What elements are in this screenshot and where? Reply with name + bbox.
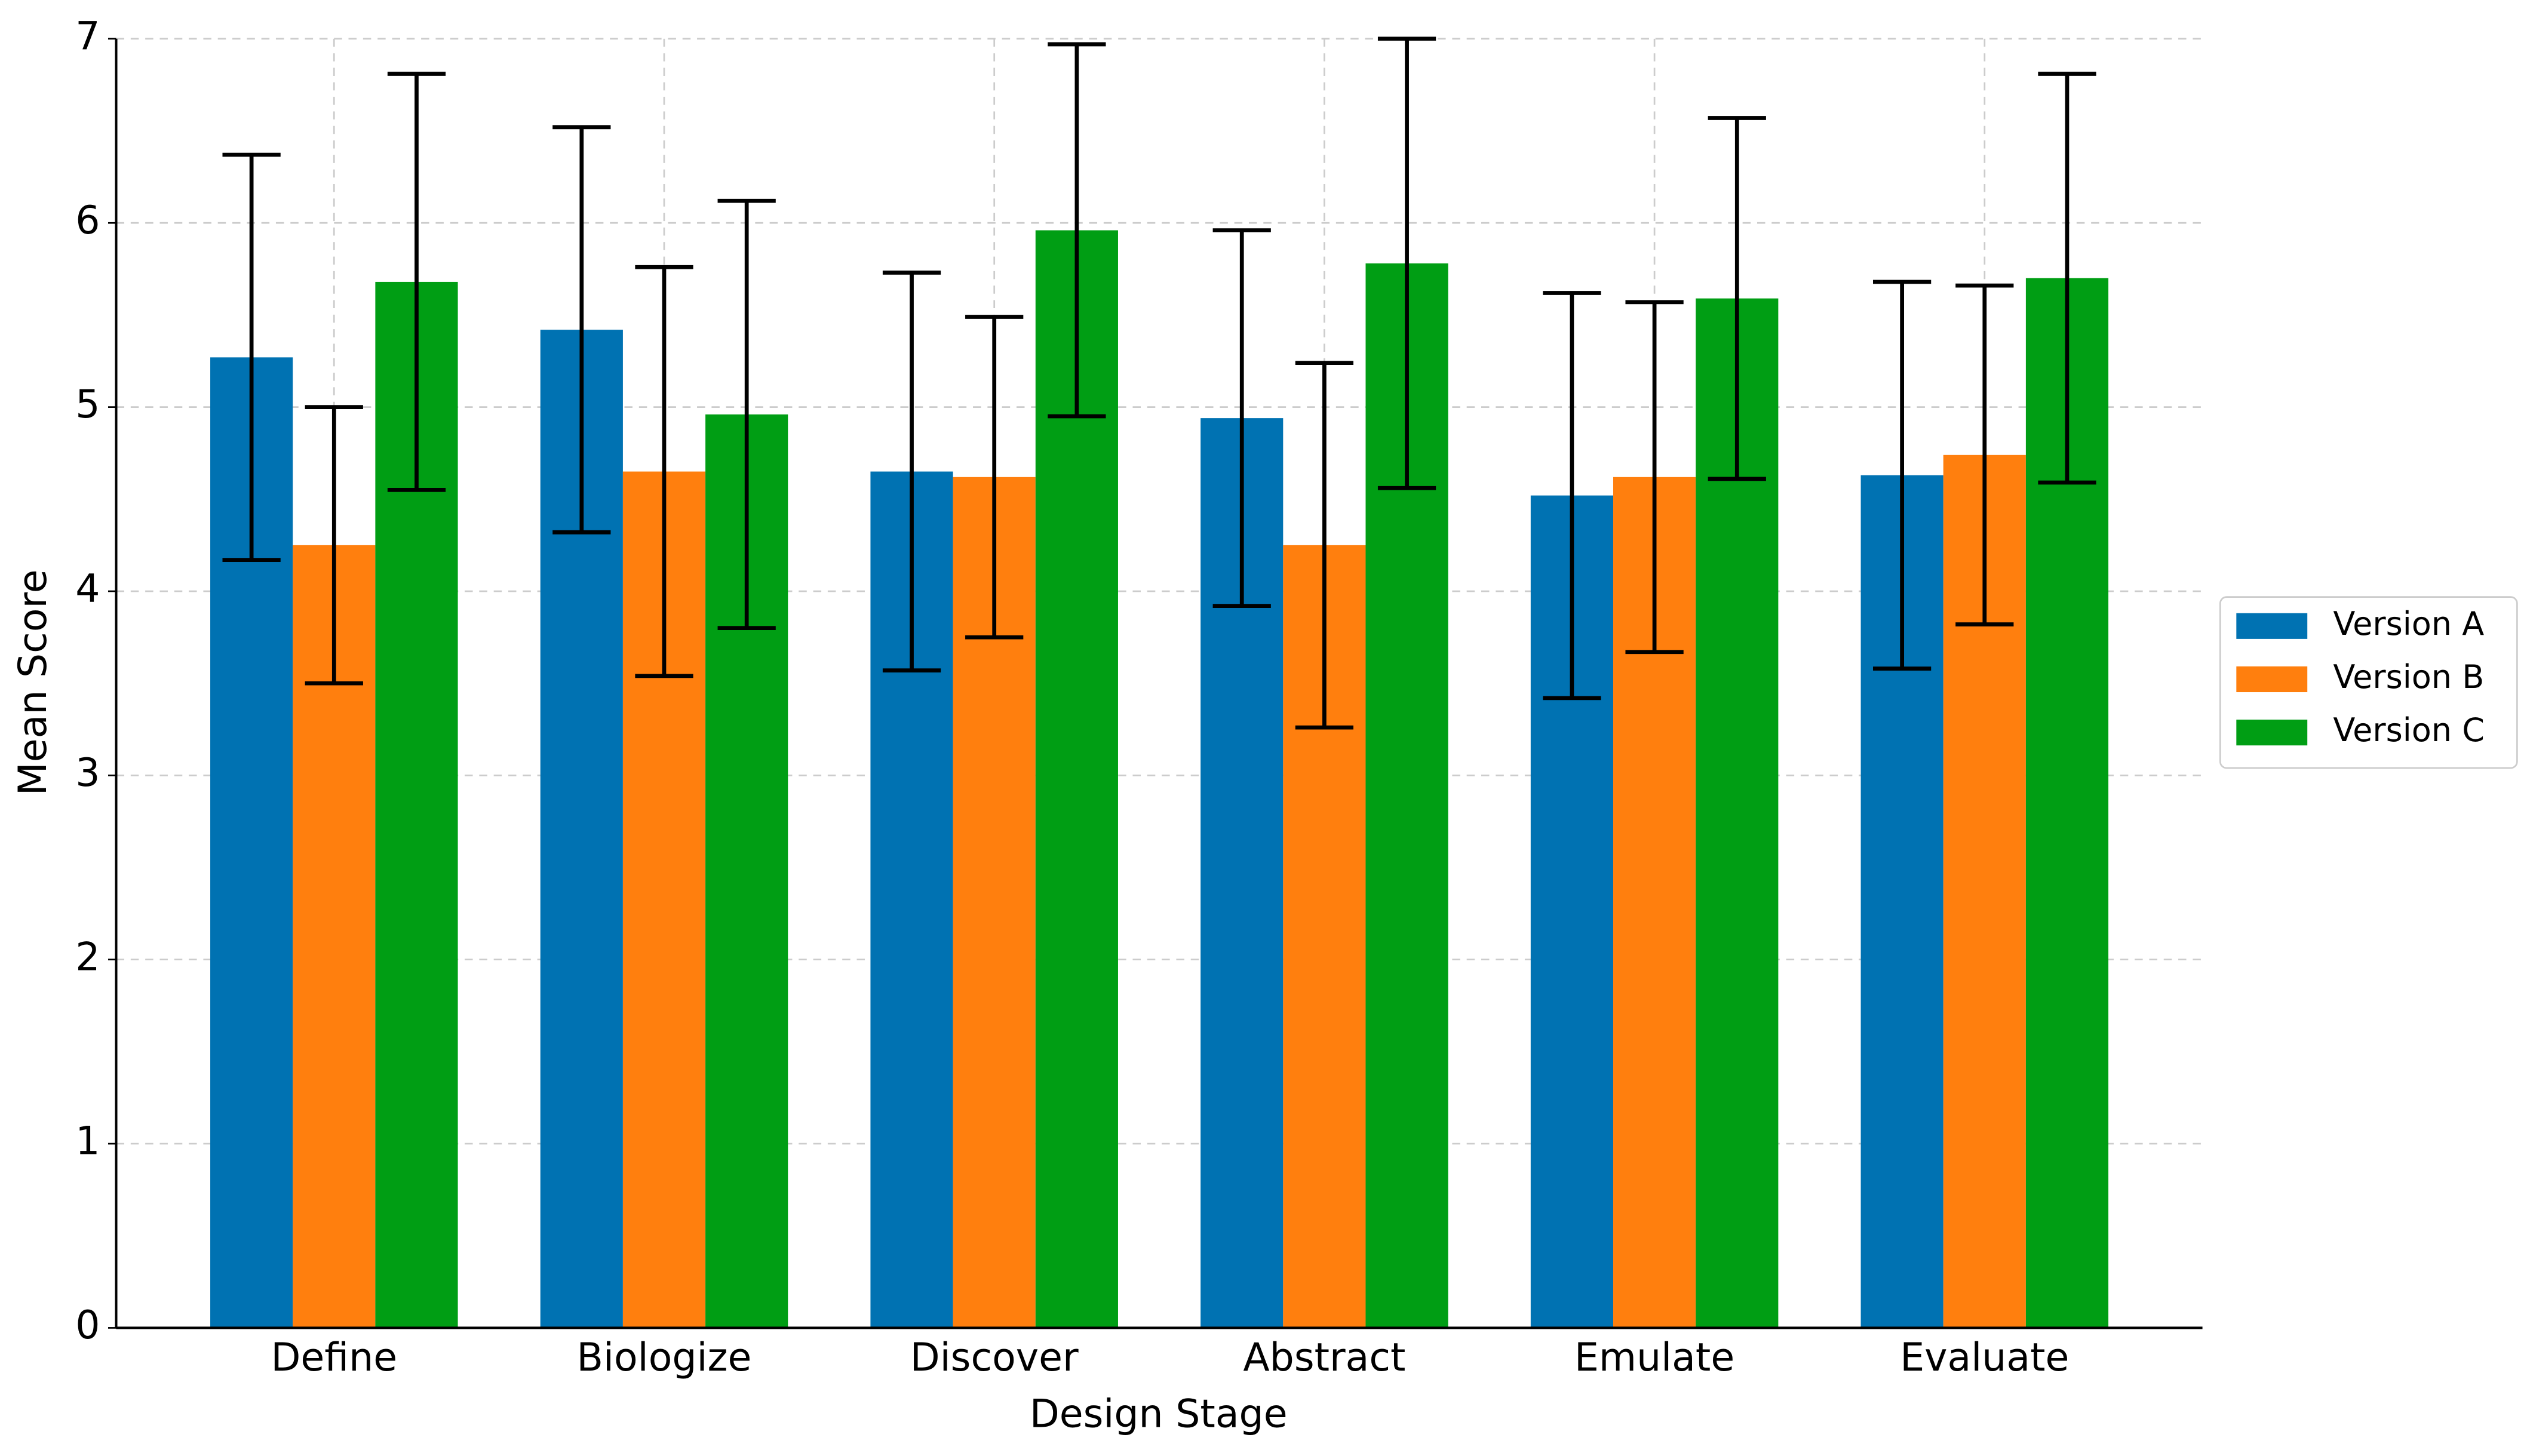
y-tick-label: 2 (75, 935, 100, 979)
y-tick-label: 1 (75, 1119, 100, 1164)
error-bar (1212, 228, 1271, 609)
x-tick-label: Biologize (577, 1335, 752, 1380)
error-bar (1295, 361, 1354, 730)
y-tick-label: 7 (75, 14, 100, 59)
x-tick-label: Define (271, 1335, 397, 1380)
legend-label: Version C (2333, 711, 2485, 749)
legend-label: Version A (2333, 605, 2484, 643)
error-bar (1625, 300, 1684, 655)
x-tick-label: Evaluate (1900, 1335, 2069, 1380)
error-bar (1955, 283, 2014, 626)
x-axis-label: Design Stage (1030, 1392, 1288, 1437)
legend-label: Version B (2333, 658, 2484, 696)
error-bar (882, 271, 941, 672)
error-bar (2038, 72, 2096, 485)
error-bar (635, 265, 693, 678)
y-tick-label: 4 (75, 567, 100, 612)
error-bar (552, 125, 611, 535)
y-tick-label: 3 (75, 751, 100, 795)
error-bar (387, 72, 446, 492)
error-bar (1377, 36, 1436, 490)
y-axis-label: Mean Score (11, 569, 56, 795)
x-tick-label: Emulate (1574, 1335, 1734, 1380)
error-bar (1543, 291, 1601, 701)
error-bar (965, 315, 1024, 640)
legend-swatch (2236, 719, 2308, 746)
error-bar (717, 198, 776, 631)
error-bar (1708, 116, 1766, 481)
legend-swatch (2236, 613, 2308, 639)
error-bar (222, 152, 281, 562)
y-tick-label: 0 (75, 1303, 100, 1348)
x-tick-label: Abstract (1243, 1335, 1405, 1380)
x-tick-label: Discover (910, 1335, 1079, 1380)
error-bar (1048, 42, 1106, 419)
legend-swatch (2236, 666, 2308, 693)
y-tick-label: 5 (75, 382, 100, 427)
y-tick-label: 6 (75, 198, 100, 243)
error-bar (1873, 279, 1932, 671)
error-bar (305, 405, 363, 686)
